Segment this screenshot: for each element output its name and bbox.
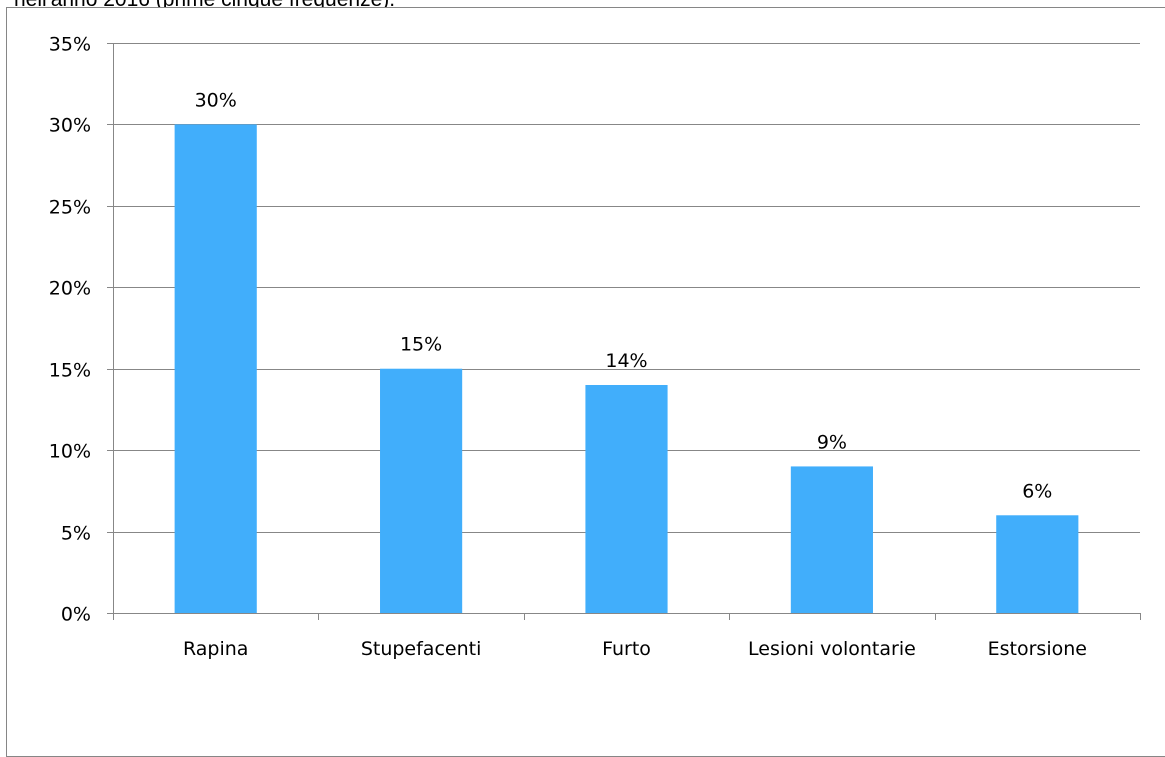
y-tick-label: 15% bbox=[49, 360, 91, 382]
bars bbox=[174, 124, 1079, 613]
y-tick-label: 5% bbox=[61, 523, 91, 545]
x-category-label: Estorsione bbox=[988, 638, 1087, 660]
data-label: 14% bbox=[605, 350, 647, 372]
bar bbox=[790, 466, 873, 613]
bar bbox=[996, 515, 1079, 613]
data-label: 6% bbox=[1022, 480, 1052, 502]
bar bbox=[380, 368, 463, 613]
y-tick-label: 20% bbox=[49, 278, 91, 300]
x-category-label: Rapina bbox=[183, 638, 248, 660]
bar bbox=[585, 385, 668, 613]
x-category-label: Lesioni volontarie bbox=[748, 638, 916, 660]
bar bbox=[174, 124, 257, 613]
x-category-label: Stupefacenti bbox=[361, 638, 482, 660]
y-tick-label: 10% bbox=[49, 441, 91, 463]
labels: 0% 5% 10% 15% 20% 25% 30% 35% 30% Rapina 15% Stupef… bbox=[49, 34, 1087, 661]
data-label: 30% bbox=[195, 89, 237, 111]
gridlines bbox=[107, 43, 1140, 614]
y-tick-label: 35% bbox=[49, 34, 91, 56]
x-category-label: Furto bbox=[602, 638, 651, 660]
y-tick-label: 0% bbox=[61, 604, 91, 626]
data-label: 9% bbox=[817, 431, 847, 453]
axes bbox=[113, 43, 1141, 620]
chart-caption: nell'anno 2016 (prime cinque frequenze). bbox=[14, 0, 395, 12]
y-tick-label: 30% bbox=[49, 115, 91, 137]
y-tick-label: 25% bbox=[49, 197, 91, 219]
data-label: 15% bbox=[400, 334, 442, 356]
